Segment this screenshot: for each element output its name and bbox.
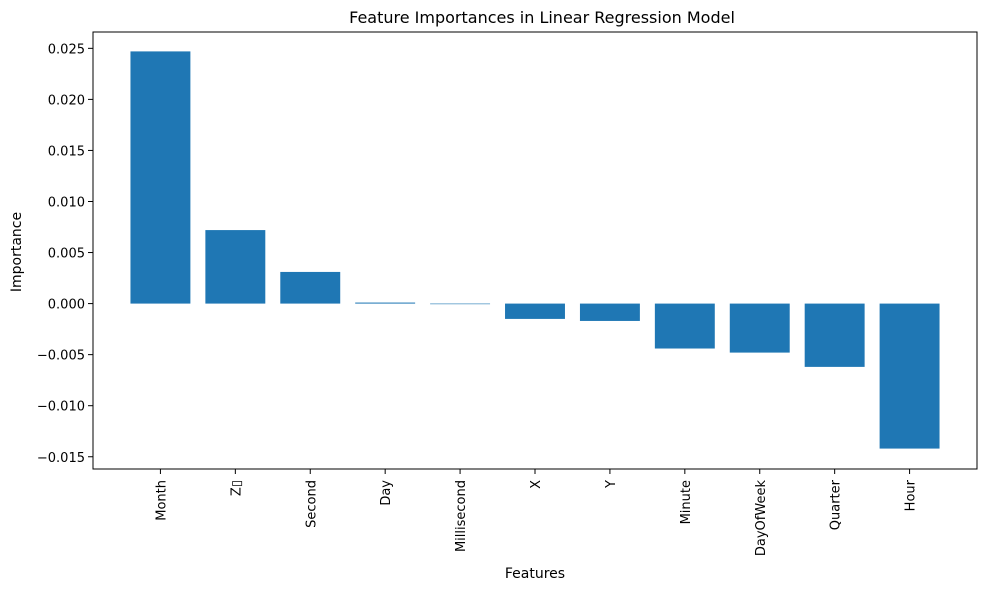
y-tick-label: 0.005 (48, 247, 85, 262)
y-tick-label: −0.015 (37, 451, 85, 466)
x-tick-label: Second (304, 480, 319, 528)
bar (205, 230, 266, 304)
x-tick-label: X (529, 480, 544, 489)
bar (729, 303, 790, 353)
x-tick-label: Millisecond (454, 480, 469, 552)
bar (804, 303, 865, 367)
x-tick-label: Day (379, 480, 394, 506)
bar (130, 51, 191, 304)
plot-area: −0.015 −0.010 −0.005 0.000 0.005 0.010 0.015 0.… (37, 31, 978, 557)
y-tick-label: 0.020 (48, 93, 85, 108)
bar (280, 271, 341, 304)
bar (430, 303, 491, 305)
bar (505, 303, 565, 319)
y-tick-label: 0.010 (48, 195, 85, 210)
bar (579, 303, 640, 321)
plot-frame (92, 31, 978, 470)
bar (355, 302, 416, 304)
x-tick-label: Y (604, 480, 619, 489)
y-axis-label: Importance (9, 212, 25, 292)
y-tick-label: −0.010 (37, 400, 85, 415)
x-tick-label: Z▯ (229, 480, 244, 496)
y-tick-label: 0.000 (48, 298, 85, 313)
chart-title: Feature Importances in Linear Regression… (349, 8, 735, 27)
y-tick-label: 0.015 (48, 144, 85, 159)
x-tick-label: DayOfWeek (754, 480, 769, 557)
x-tick-label: Quarter (829, 479, 844, 530)
x-tick-label: Month (154, 480, 169, 521)
bar (879, 303, 940, 449)
x-tick-label: Minute (679, 480, 694, 524)
y-tick-label: 0.025 (48, 42, 85, 57)
x-tick-label: Hour (904, 479, 919, 511)
x-axis-label: Features (505, 566, 565, 582)
y-tick-label: −0.005 (37, 349, 85, 364)
bar (654, 303, 715, 349)
